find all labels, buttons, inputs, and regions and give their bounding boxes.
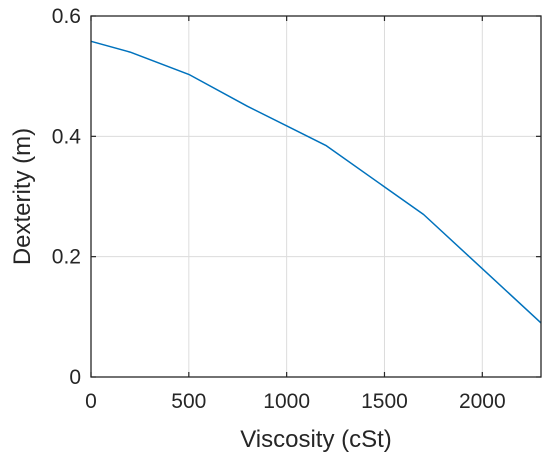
x-tick-label: 1500 [361, 390, 408, 413]
y-tick-label: 0.6 [52, 5, 81, 28]
x-tick-label: 2000 [459, 390, 506, 413]
y-tick-label: 0 [69, 366, 81, 389]
ticks: 0 500 1000 1500 2000 0 0.2 0.4 0.6 [52, 5, 541, 413]
grid [91, 16, 541, 377]
x-tick-label: 500 [171, 390, 206, 413]
series-line [90, 40, 542, 324]
plot-frame [90, 15, 542, 378]
x-tick-label: 1000 [263, 390, 310, 413]
x-axis-label: Viscosity (cSt) [240, 426, 392, 453]
y-axis-label: Dexterity (m) [9, 128, 36, 265]
x-tick-label: 0 [85, 390, 97, 413]
series-layer [90, 40, 542, 324]
y-tick-label: 0.4 [52, 125, 82, 148]
y-tick-label: 0.2 [52, 246, 81, 269]
